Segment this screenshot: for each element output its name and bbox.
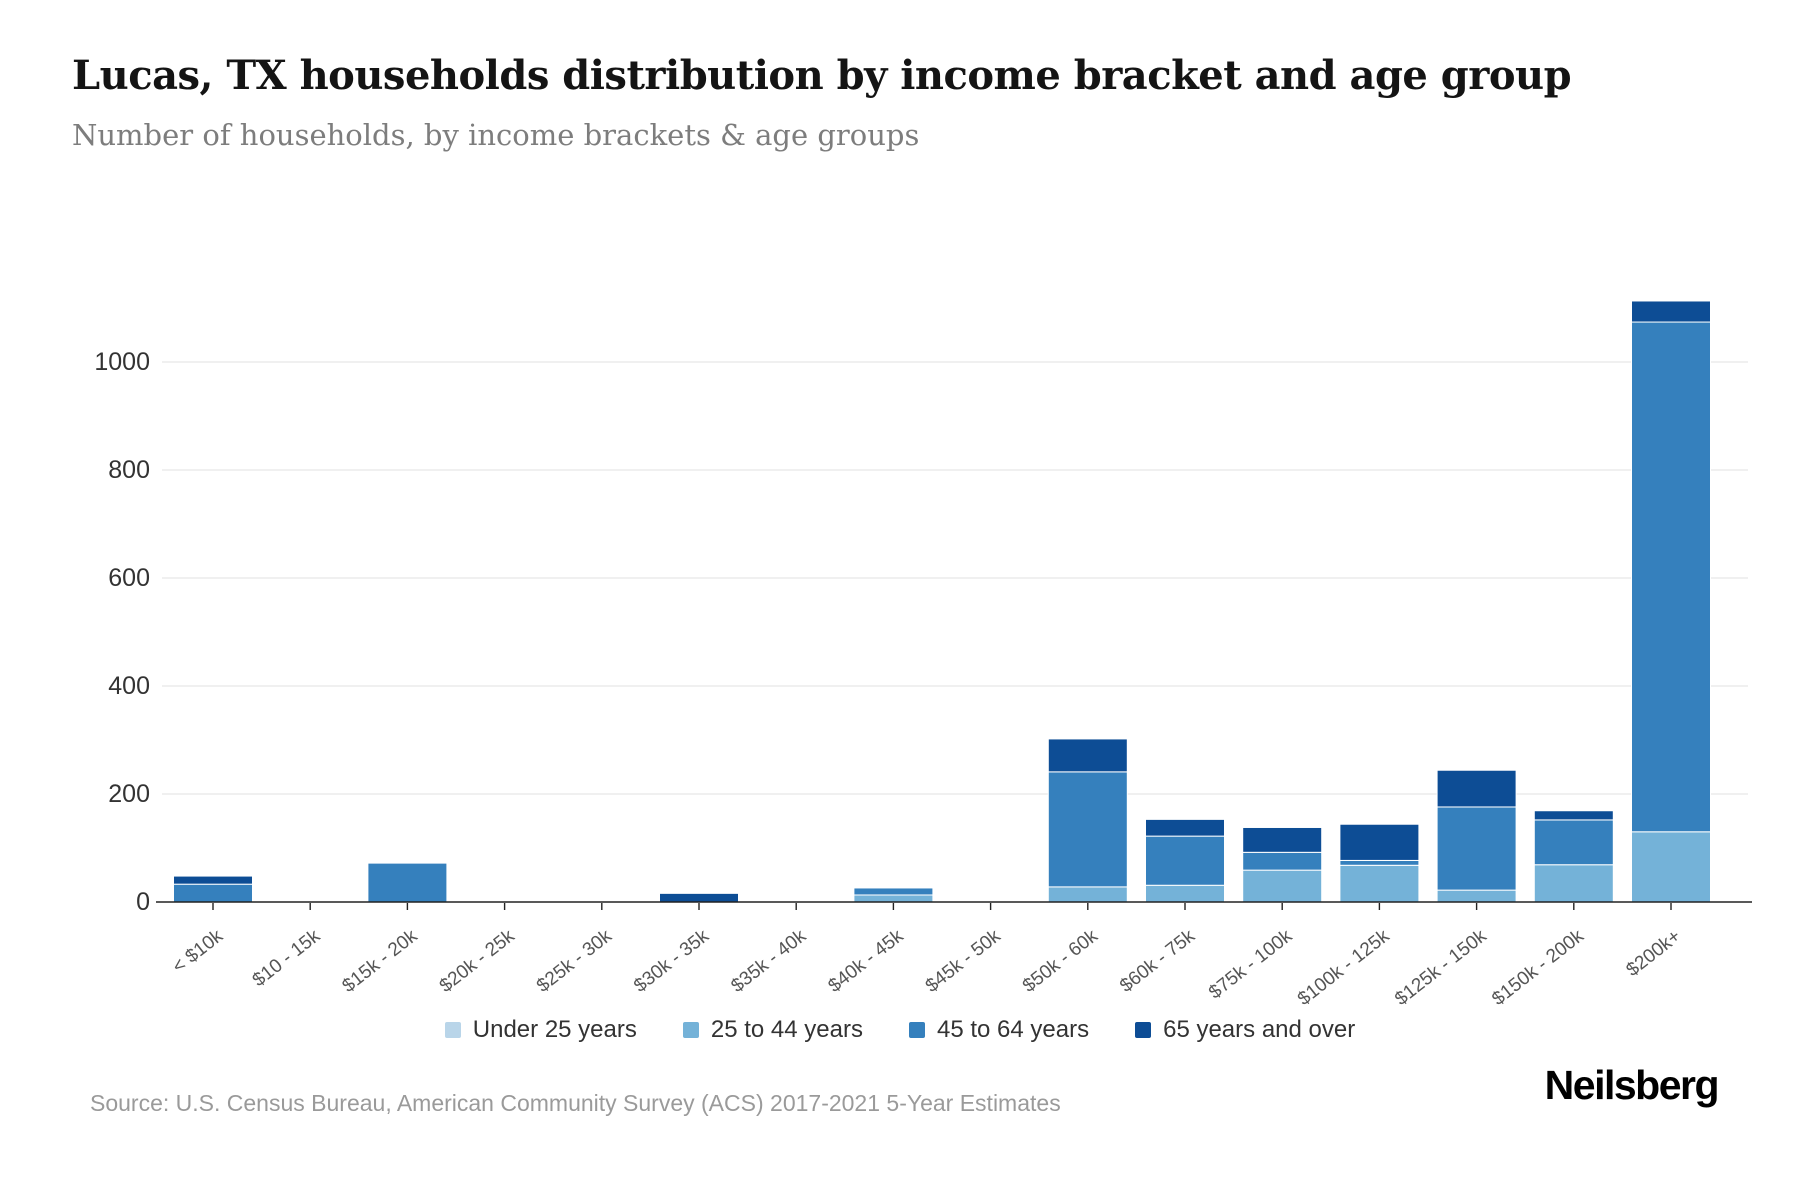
x-axis-tick-label: $150k - 200k [1488,925,1588,1009]
bar-chart-canvas: 0 200 400 600 800 1000 < $10k $10 - 15k $15k - 2… [94,300,1752,1010]
x-axis-tick-label: $15k - 20k [339,925,422,996]
bar-segment[interactable] [659,892,739,903]
legend-swatch-icon [682,1022,699,1038]
neilsberg-logo: Neilsberg [1544,1062,1720,1108]
legend-swatch-icon [908,1022,925,1038]
x-axis-tick-label: $35k - 40k [727,925,810,996]
bar-segment[interactable] [173,883,253,903]
bar-segment[interactable] [853,887,934,896]
bar-segment[interactable] [1631,831,1711,903]
y-axis-tick-label: 600 [108,564,150,592]
bar-segment[interactable] [1145,818,1225,837]
y-axis-tick-label: 0 [136,888,150,916]
x-axis-tick-label: $60k - 75k [1116,925,1199,996]
bar-segment[interactable] [1533,810,1614,821]
legend-item[interactable]: 45 to 64 years [908,1016,1090,1044]
bar-segment[interactable] [853,894,934,903]
y-axis-tick-label: 400 [108,672,150,700]
bar-segment[interactable] [1339,864,1420,903]
bar-segment[interactable] [173,875,253,885]
legend-label: 65 years and over [1163,1016,1356,1043]
legend-swatch-icon [1135,1022,1152,1038]
x-axis-tick-label: $40k - 45k [825,925,908,996]
bar-segment[interactable] [1242,826,1323,853]
bar-segment[interactable] [1145,884,1225,903]
x-axis-tick-label: $75k - 100k [1205,925,1297,1003]
x-axis-tick-label: < $10k [169,925,228,977]
bar-segment[interactable] [1242,851,1323,871]
legend-swatch-icon [444,1022,461,1038]
chart-subtitle: Number of households, by income brackets… [72,118,920,152]
legend-item[interactable]: 25 to 44 years [682,1016,863,1044]
x-axis-tick-label: $100k - 125k [1294,925,1394,1009]
x-axis-tick-label: $200k+ [1623,926,1685,981]
bar-segment[interactable] [1631,321,1711,833]
x-axis-tick-label: $10 - 15k [249,925,325,991]
bar-segment[interactable] [1242,869,1323,903]
bar-segment[interactable] [1339,823,1420,861]
x-axis-tick-label: $30k - 35k [630,925,713,996]
x-axis-tick-label: $50k - 60k [1019,925,1102,996]
y-axis-tick-label: 200 [108,780,150,808]
source-attribution: Source: U.S. Census Bureau, American Com… [90,1090,1061,1116]
legend-label: 25 to 44 years [710,1016,863,1043]
legend-item[interactable]: Under 25 years [444,1016,637,1044]
chart-title: Lucas, TX households distribution by inc… [72,52,1572,99]
bar-segment[interactable] [1436,806,1517,891]
x-axis-tick-label: $125k - 150k [1391,925,1491,1009]
x-axis-tick-label: $25k - 30k [533,925,616,996]
x-axis-tick-label: $20k - 25k [436,925,519,996]
bar-segment[interactable] [1047,738,1128,773]
bar-segment[interactable] [1047,886,1128,903]
legend-label: 45 to 64 years [936,1016,1090,1043]
y-axis-tick-label: 800 [108,456,150,484]
y-axis-tick-label: 1000 [94,348,150,376]
bar-segment[interactable] [1145,835,1225,886]
x-axis-tick-label: $45k - 50k [922,925,1005,996]
bar-segment[interactable] [367,862,448,903]
bar-segment[interactable] [1533,819,1614,866]
bar-segment[interactable] [1436,769,1517,808]
bar-segment[interactable] [1631,300,1711,323]
bar-segment[interactable] [1047,771,1128,888]
legend-item[interactable]: 65 years and over [1135,1016,1355,1044]
chart-legend: Under 25 years 25 to 44 years 45 to 64 yea… [0,1016,1800,1044]
bar-segment[interactable] [1436,889,1517,903]
bar-segment[interactable] [1533,864,1614,903]
bar-segment[interactable] [1339,859,1420,866]
legend-label: Under 25 years [472,1016,637,1043]
